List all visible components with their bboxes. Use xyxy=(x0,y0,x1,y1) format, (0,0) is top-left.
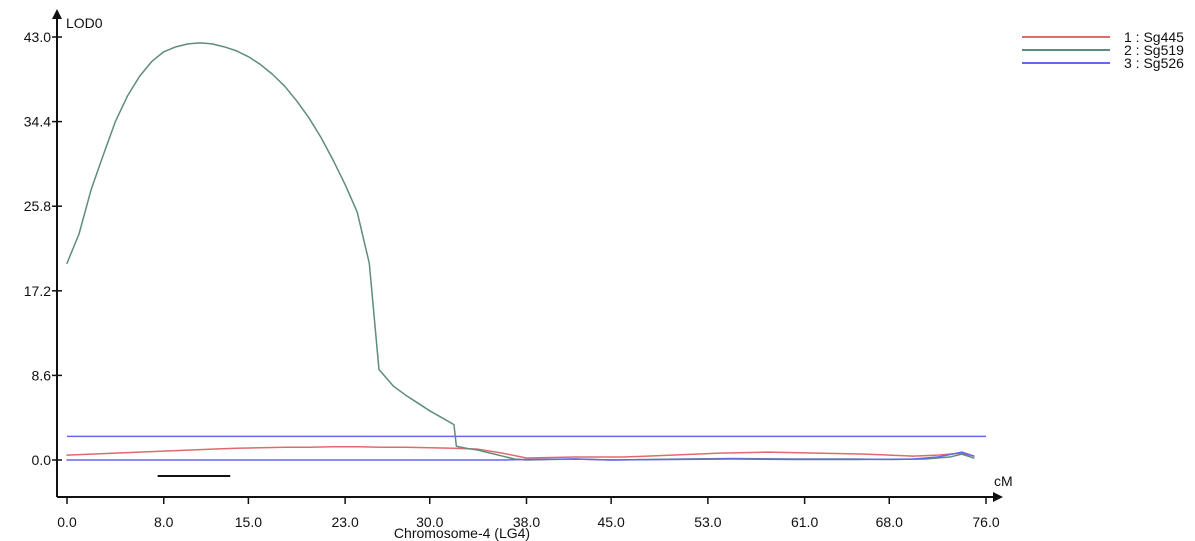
x-tick-label: 38.0 xyxy=(513,514,540,530)
x-tick-label: 45.0 xyxy=(598,514,625,530)
y-tick-label: 43.0 xyxy=(24,29,51,45)
axis-layer xyxy=(52,9,1003,502)
x-tick-label: 0.0 xyxy=(57,514,77,530)
legend-label-3: 3 : Sg526 xyxy=(1124,55,1184,71)
x-tick-label: 53.0 xyxy=(694,514,721,530)
series-layer xyxy=(66,42,975,461)
y-tick-label: 25.8 xyxy=(24,198,51,214)
x-tick-label: 8.0 xyxy=(154,514,174,530)
y-axis-label: LOD0 xyxy=(66,15,103,31)
y-tick-label: 8.6 xyxy=(32,367,52,383)
x-tick-label: 68.0 xyxy=(876,514,903,530)
series-1-line xyxy=(66,445,975,459)
tick-layer: 0.0 8.6 17.2 25.8 34.4 43.0 0.0 8.0 15.0 23.0 30.0… xyxy=(24,29,1000,530)
x-tick-label: 23.0 xyxy=(331,514,358,530)
x-tick-label: 76.0 xyxy=(972,514,999,530)
legend-label-2: 2 : Sg519 xyxy=(1124,42,1184,58)
x-tick-label: 61.0 xyxy=(791,514,818,530)
x-tick-label: 15.0 xyxy=(235,514,262,530)
x-tick-label: 30.0 xyxy=(416,514,443,530)
series-2-line xyxy=(66,42,975,461)
series-3-line xyxy=(66,451,975,461)
y-tick-label: 0.0 xyxy=(32,452,52,468)
legend-label-1: 1 : Sg445 xyxy=(1124,29,1184,45)
y-tick-label: 34.4 xyxy=(24,114,51,130)
x-axis-label: Chromosome-4 (LG4) xyxy=(394,525,530,541)
y-tick-label: 17.2 xyxy=(24,283,51,299)
x-unit-label: cM xyxy=(994,473,1013,489)
